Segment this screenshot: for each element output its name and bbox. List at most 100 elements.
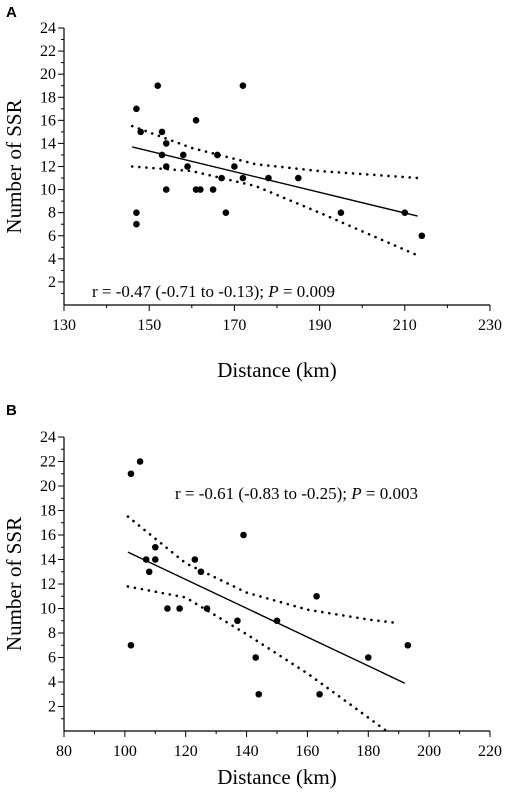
y-tick-label: 8 (48, 205, 56, 222)
confidence-band-lower (130, 165, 419, 257)
annotation-text: r = -0.47 (-0.71 to -0.13); (92, 282, 268, 301)
data-point (239, 174, 247, 182)
annotation-p-value: = 0.003 (362, 484, 418, 503)
data-point (191, 556, 199, 563)
x-axis-title: Distance (km) (217, 765, 337, 789)
y-tick-label: 10 (40, 601, 56, 618)
confidence-band-lower (126, 585, 388, 733)
data-point (209, 186, 217, 193)
data-point (337, 209, 345, 216)
y-tick-label: 4 (48, 674, 56, 691)
x-tick-label: 220 (478, 743, 502, 760)
y-tick-label: 20 (40, 66, 56, 83)
x-tick-label: 160 (295, 743, 319, 760)
data-point (151, 543, 159, 551)
x-tick-label: 230 (478, 317, 502, 334)
data-point (158, 151, 166, 159)
y-tick-label: 22 (40, 43, 56, 60)
data-point (158, 128, 166, 136)
annotation-p-value: = 0.009 (279, 282, 335, 301)
y-tick-label: 6 (48, 228, 56, 245)
confidence-band-upper (130, 124, 419, 180)
data-point (197, 186, 204, 193)
data-point (218, 174, 225, 182)
y-tick-label: 8 (48, 625, 56, 642)
regression-line (127, 551, 406, 684)
y-axis-title: Number of SSR (2, 99, 26, 233)
y-tick-label: 2 (48, 274, 56, 291)
data-point (404, 641, 412, 649)
y-tick-label: 2 (48, 699, 56, 716)
data-point (313, 592, 320, 600)
data-point (418, 232, 426, 240)
annotation-p-symbol: P (267, 282, 278, 301)
regression-line (132, 146, 418, 217)
data-point (222, 209, 230, 216)
y-tick-label: 20 (40, 478, 56, 495)
data-point (154, 82, 162, 90)
x-tick-label: 120 (174, 743, 198, 760)
y-tick-label: 14 (40, 135, 56, 152)
data-point (137, 128, 144, 136)
data-point (133, 105, 140, 113)
data-point (197, 568, 205, 576)
y-tick-label: 10 (40, 182, 56, 199)
y-tick-label: 16 (40, 527, 56, 544)
data-point (273, 617, 281, 625)
y-tick-label: 24 (40, 20, 56, 37)
x-tick-label: 80 (56, 743, 72, 760)
x-tick-label: 190 (308, 317, 332, 334)
data-point (316, 690, 323, 698)
data-point (252, 654, 259, 661)
correlation-annotation: r = -0.61 (-0.83 to -0.25); P = 0.003 (175, 484, 418, 503)
x-tick-label: 140 (235, 743, 259, 760)
data-point (133, 209, 140, 216)
y-tick-label: 12 (40, 576, 56, 593)
y-tick-label: 6 (48, 650, 56, 667)
y-tick-label: 16 (40, 112, 56, 129)
data-point (133, 220, 140, 228)
x-tick-label: 210 (393, 317, 417, 334)
correlation-annotation: r = -0.47 (-0.71 to -0.13); P = 0.009 (92, 282, 335, 301)
y-tick-label: 24 (40, 429, 56, 446)
data-point (255, 690, 263, 698)
data-point (136, 458, 144, 465)
y-tick-label: 12 (40, 159, 56, 176)
data-point (162, 140, 170, 147)
x-tick-label: 170 (222, 317, 246, 334)
data-point (151, 556, 159, 563)
data-point (164, 605, 171, 612)
y-tick-label: 18 (40, 503, 56, 520)
data-point (142, 556, 150, 563)
x-axis-title: Distance (km) (217, 358, 337, 382)
data-point (239, 82, 247, 90)
data-point (179, 151, 187, 159)
data-point (203, 605, 211, 612)
data-point (162, 186, 170, 193)
data-point (364, 654, 372, 661)
data-point (240, 531, 247, 539)
x-tick-label: 100 (113, 743, 137, 760)
data-point (214, 151, 221, 159)
x-tick-label: 150 (137, 317, 161, 334)
data-point (401, 209, 409, 216)
x-tick-label: 200 (417, 743, 441, 760)
panel-letter: A (6, 4, 17, 21)
data-point (234, 617, 241, 625)
data-point (127, 641, 135, 649)
data-point (265, 174, 272, 182)
x-tick-label: 180 (356, 743, 380, 760)
y-axis-title: Number of SSR (2, 517, 26, 651)
y-tick-label: 14 (40, 552, 56, 569)
data-point (184, 163, 191, 170)
data-point (127, 470, 135, 478)
panel-letter: B (6, 402, 17, 419)
y-tick-label: 22 (40, 454, 56, 471)
annotation-text: r = -0.61 (-0.83 to -0.25); (175, 484, 351, 503)
data-point (192, 117, 200, 124)
annotation-p-symbol: P (350, 484, 361, 503)
y-tick-label: 18 (40, 89, 56, 106)
